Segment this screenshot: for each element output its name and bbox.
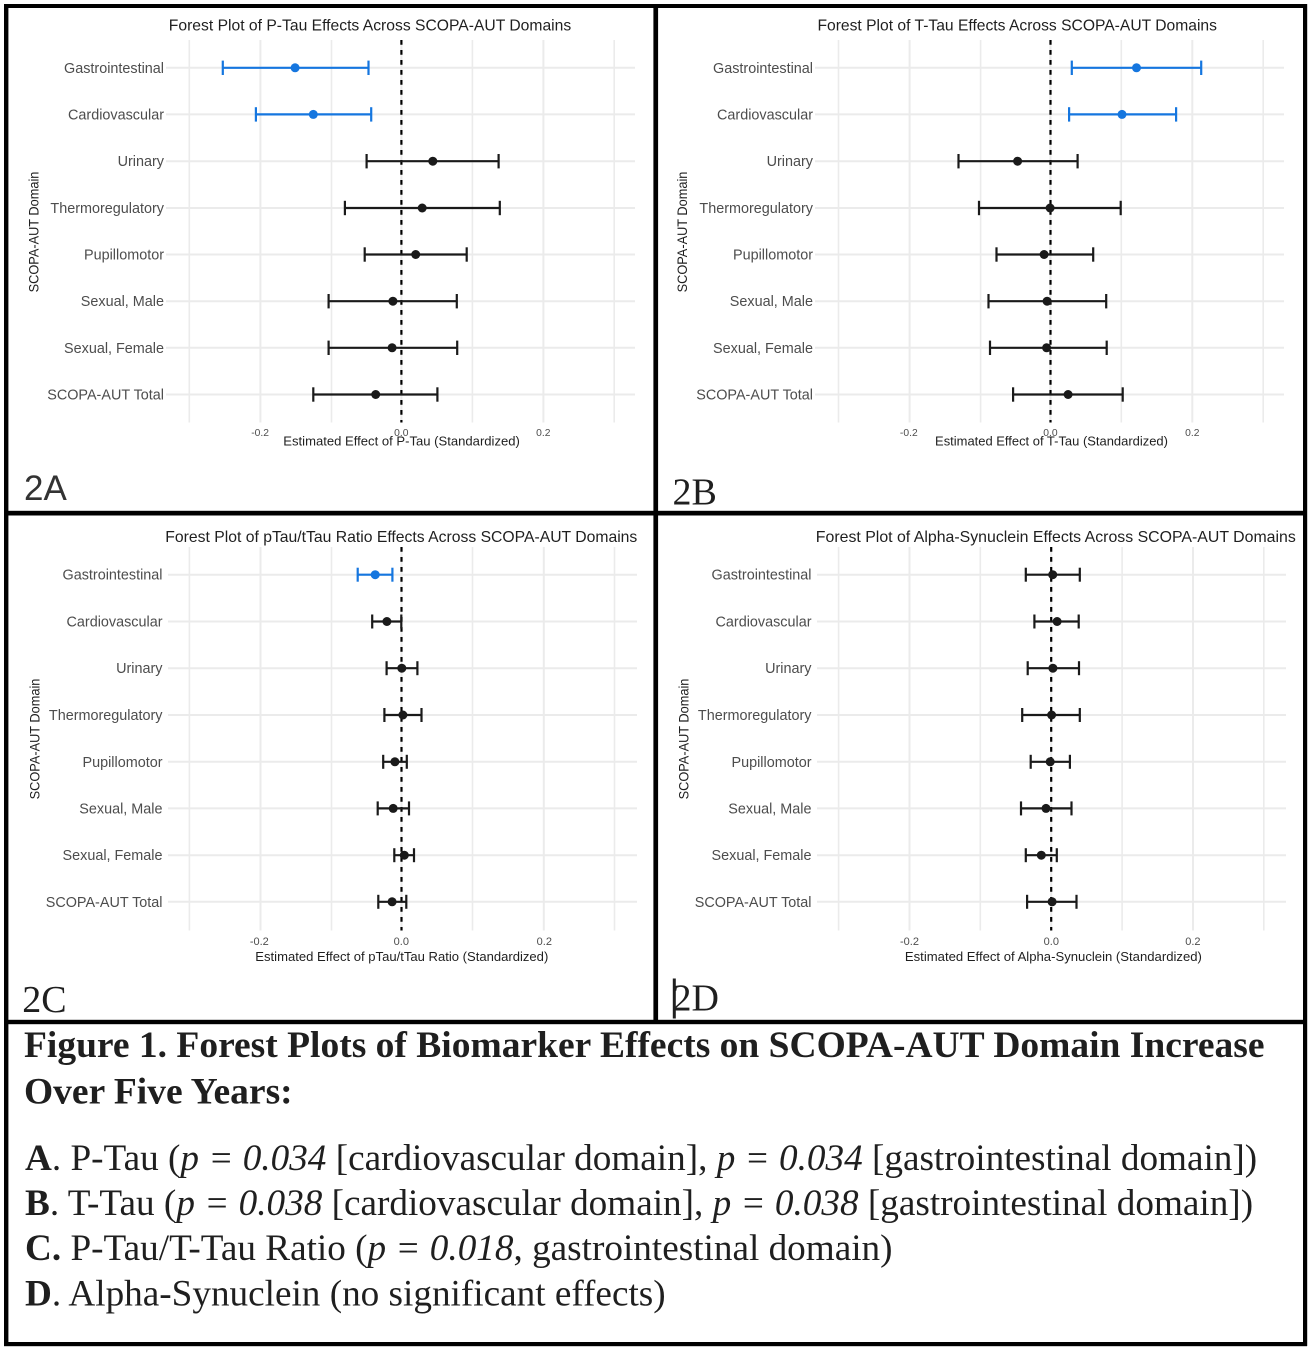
svg-text:Thermoregulatory: Thermoregulatory	[49, 708, 163, 724]
svg-text:Sexual, Male: Sexual, Male	[81, 294, 164, 310]
svg-text:SCOPA-AUT Total: SCOPA-AUT Total	[695, 895, 812, 911]
svg-text:Sexual, Male: Sexual, Male	[728, 801, 811, 817]
svg-text:Cardiovascular: Cardiovascular	[67, 615, 163, 631]
svg-text:SCOPA-AUT Total: SCOPA-AUT Total	[46, 895, 163, 911]
svg-text:-0.2: -0.2	[251, 428, 269, 439]
svg-text:0.0: 0.0	[394, 428, 409, 439]
svg-text:Sexual, Female: Sexual, Female	[64, 341, 164, 357]
svg-text:Sexual, Female: Sexual, Female	[712, 848, 812, 864]
svg-text:SCOPA-AUT Domain: SCOPA-AUT Domain	[27, 679, 42, 800]
svg-text:Urinary: Urinary	[765, 661, 812, 677]
svg-text:Forest Plot of T-Tau Effects A: Forest Plot of T-Tau Effects Across SCOP…	[817, 18, 1217, 35]
svg-text:SCOPA-AUT Domain: SCOPA-AUT Domain	[676, 679, 691, 800]
svg-text:SCOPA-AUT Domain: SCOPA-AUT Domain	[675, 172, 690, 293]
svg-text:0.2: 0.2	[1185, 936, 1200, 948]
svg-text:Cardiovascular: Cardiovascular	[68, 107, 164, 123]
svg-text:C. P-Tau/T-Tau Ratio (p = 0.01: C. P-Tau/T-Tau Ratio (p = 0.018, gastroi…	[25, 1228, 893, 1269]
svg-text:Gastrointestinal: Gastrointestinal	[64, 61, 164, 77]
svg-text:Cardiovascular: Cardiovascular	[716, 615, 812, 631]
svg-text:0.2: 0.2	[536, 428, 551, 439]
svg-text:2C: 2C	[22, 979, 66, 1021]
svg-text:Over Five Years:: Over Five Years:	[24, 1071, 293, 1112]
svg-text:A. P-Tau (p = 0.034 [cardiovas: A. P-Tau (p = 0.034 [cardiovascular doma…	[25, 1138, 1257, 1179]
svg-text:0.2: 0.2	[1185, 428, 1200, 439]
svg-text:Forest Plot of Alpha-Synuclein: Forest Plot of Alpha-Synuclein Effects A…	[816, 529, 1296, 546]
svg-text:Estimated Effect of pTau/tTau: Estimated Effect of pTau/tTau Ratio (Sta…	[255, 949, 548, 964]
svg-text:2B: 2B	[673, 472, 717, 514]
svg-text:Estimated Effect of T-Tau (Sta: Estimated Effect of T-Tau (Standardized)	[935, 434, 1168, 449]
svg-text:Estimated Effect of Alpha-Synu: Estimated Effect of Alpha-Synuclein (Sta…	[905, 949, 1202, 964]
svg-text:Thermoregulatory: Thermoregulatory	[50, 201, 164, 217]
svg-text:Sexual, Female: Sexual, Female	[63, 848, 163, 864]
svg-text:Figure 1. Forest Plots of Biom: Figure 1. Forest Plots of Biomarker Effe…	[24, 1025, 1265, 1066]
svg-text:2D: 2D	[673, 978, 719, 1020]
svg-text:B. T-Tau (p = 0.038 [cardiovas: B. T-Tau (p = 0.038 [cardiovascular doma…	[25, 1183, 1253, 1224]
svg-text:SCOPA-AUT Total: SCOPA-AUT Total	[47, 388, 164, 404]
svg-text:2A: 2A	[24, 469, 67, 508]
svg-text:Cardiovascular: Cardiovascular	[717, 107, 813, 123]
svg-text:-0.2: -0.2	[900, 936, 919, 948]
svg-text:0.2: 0.2	[537, 936, 552, 948]
svg-text:Sexual, Male: Sexual, Male	[730, 294, 813, 310]
svg-text:Estimated Effect of P-Tau (Sta: Estimated Effect of P-Tau (Standardized)	[283, 434, 520, 449]
svg-text:Gastrointestinal: Gastrointestinal	[713, 61, 813, 77]
svg-text:Thermoregulatory: Thermoregulatory	[698, 708, 812, 724]
svg-text:0.0: 0.0	[1043, 428, 1058, 439]
svg-text:Gastrointestinal: Gastrointestinal	[712, 568, 812, 584]
svg-text:Thermoregulatory: Thermoregulatory	[699, 201, 813, 217]
svg-text:-0.2: -0.2	[250, 936, 269, 948]
svg-text:Pupillomotor: Pupillomotor	[733, 248, 813, 264]
svg-text:D. Alpha-Synuclein (no signifi: D. Alpha-Synuclein (no significant effec…	[25, 1273, 666, 1314]
svg-text:Forest Plot of pTau/tTau Ratio: Forest Plot of pTau/tTau Ratio Effects A…	[165, 529, 637, 546]
svg-text:SCOPA-AUT Domain: SCOPA-AUT Domain	[26, 172, 41, 293]
svg-text:Pupillomotor: Pupillomotor	[84, 248, 164, 264]
svg-text:Pupillomotor: Pupillomotor	[732, 755, 812, 771]
svg-text:-0.2: -0.2	[900, 428, 918, 439]
svg-text:Sexual, Female: Sexual, Female	[713, 341, 813, 357]
svg-text:Urinary: Urinary	[116, 661, 163, 677]
svg-text:Forest Plot of P-Tau Effects A: Forest Plot of P-Tau Effects Across SCOP…	[169, 17, 571, 34]
svg-text:0.0: 0.0	[394, 936, 409, 948]
svg-text:Urinary: Urinary	[118, 154, 165, 170]
svg-text:SCOPA-AUT Total: SCOPA-AUT Total	[696, 388, 813, 404]
svg-text:Pupillomotor: Pupillomotor	[83, 755, 163, 771]
svg-text:Sexual, Male: Sexual, Male	[79, 801, 162, 817]
svg-text:0.0: 0.0	[1044, 936, 1059, 948]
svg-text:Urinary: Urinary	[767, 154, 814, 170]
svg-text:Gastrointestinal: Gastrointestinal	[63, 568, 163, 584]
